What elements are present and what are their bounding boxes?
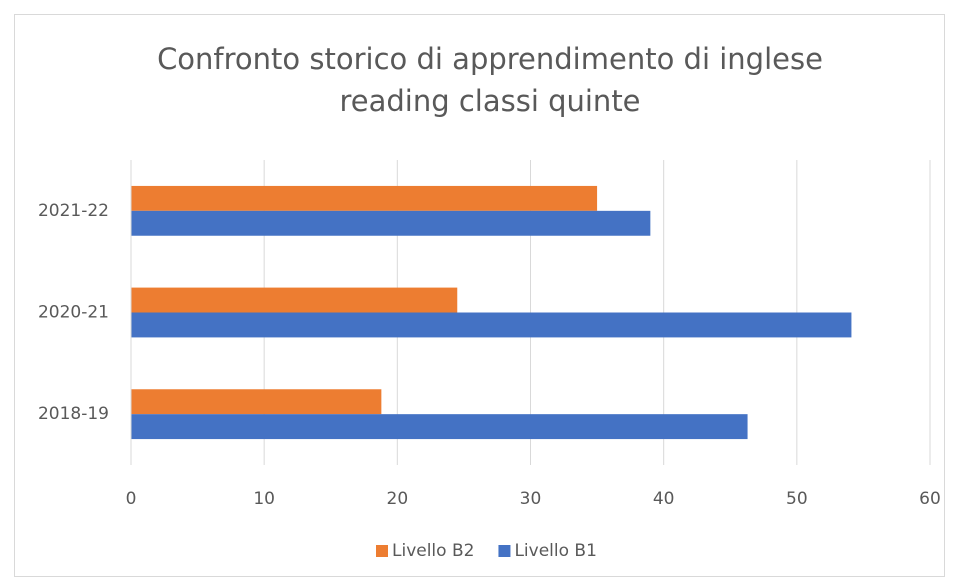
x-tick-label: 0 <box>126 489 137 509</box>
legend-label: Livello B1 <box>514 541 596 561</box>
chart-frame <box>14 14 945 577</box>
bar <box>131 287 458 313</box>
legend-swatch <box>498 545 511 557</box>
bar <box>131 185 598 211</box>
y-tick-label: 2021-22 <box>38 201 109 221</box>
x-tick-label: 10 <box>253 489 275 509</box>
bar <box>131 312 852 338</box>
x-tick-label: 40 <box>653 489 675 509</box>
x-tick-label: 30 <box>520 489 542 509</box>
bar <box>131 389 382 415</box>
legend-label: Livello B2 <box>392 541 474 561</box>
x-tick-label: 50 <box>786 489 808 509</box>
bar <box>131 414 748 440</box>
y-tick-label: 2018-19 <box>38 404 109 424</box>
x-tick-label: 20 <box>387 489 409 509</box>
y-tick-label: 2020-21 <box>38 303 109 323</box>
bar <box>131 210 651 236</box>
x-tick-label: 60 <box>919 489 941 509</box>
chart-title: Confronto storico di apprendimento di in… <box>157 42 823 118</box>
legend-swatch <box>376 545 388 557</box>
